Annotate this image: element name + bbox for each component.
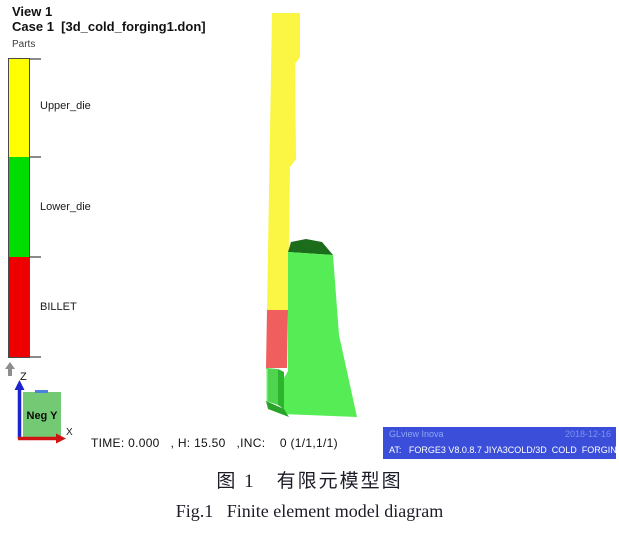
legend-tick [30,58,41,60]
legend-label-upper-die: Upper_die [40,100,91,112]
plane-top-tick [35,390,48,393]
upper-die-solid[interactable] [267,13,300,310]
die-insert-front-face[interactable] [266,368,278,405]
app-name: GLview Inova [389,429,444,439]
parts-legend-bar [8,58,30,358]
figure-caption-en: Fig.1 Finite element model diagram [175,501,444,521]
lower-die-top-face[interactable] [288,239,333,255]
parts-label: Parts [12,39,36,50]
legend-swatch-billet[interactable] [9,257,29,357]
legend-label-billet: BILLET [40,301,77,313]
legend-label-lower-die: Lower_die [40,201,91,213]
x-axis-arrowhead [56,433,66,444]
neg-y-label: Neg Y [27,410,59,422]
case-title: Case 1 [3d_cold_forging1.don] [12,19,206,34]
legend-tick [30,356,41,358]
figure-caption-zh: 图 1 有限元模型图 [216,471,403,492]
app-status-bar: GLview Inova 2018-12-16 AT: FORGE3 V8.0.… [383,427,619,459]
view-title: View 1 [12,4,53,19]
status-date: 2018-12-16 [564,429,611,439]
solver-info-text: AT: FORGE3 V8.0.8.7 JIYA3COLD/3D COLD FO… [389,445,619,455]
die-insert-foot[interactable] [266,401,289,417]
neg-y-plane[interactable] [23,392,61,437]
legend-tick [30,156,41,158]
up-arrow-icon[interactable] [5,362,15,376]
x-axis-label: X [66,427,73,438]
die-insert-side-face[interactable] [278,369,284,409]
lower-die-solid[interactable] [280,252,357,417]
z-axis-label: Z [20,371,27,383]
legend-swatch-lower-die[interactable] [9,157,29,257]
legend-tick [30,256,41,258]
viewer-header: View 1 Case 1 [3d_cold_forging1.don] Par… [12,4,206,50]
time-status-text: TIME: 0.000 , H: 15.50 ,INC: 0 (1/1,1/1) [91,436,338,450]
z-axis-arrowhead [14,380,25,390]
billet-solid[interactable] [266,310,288,368]
legend-swatch-upper-die[interactable] [9,59,29,157]
